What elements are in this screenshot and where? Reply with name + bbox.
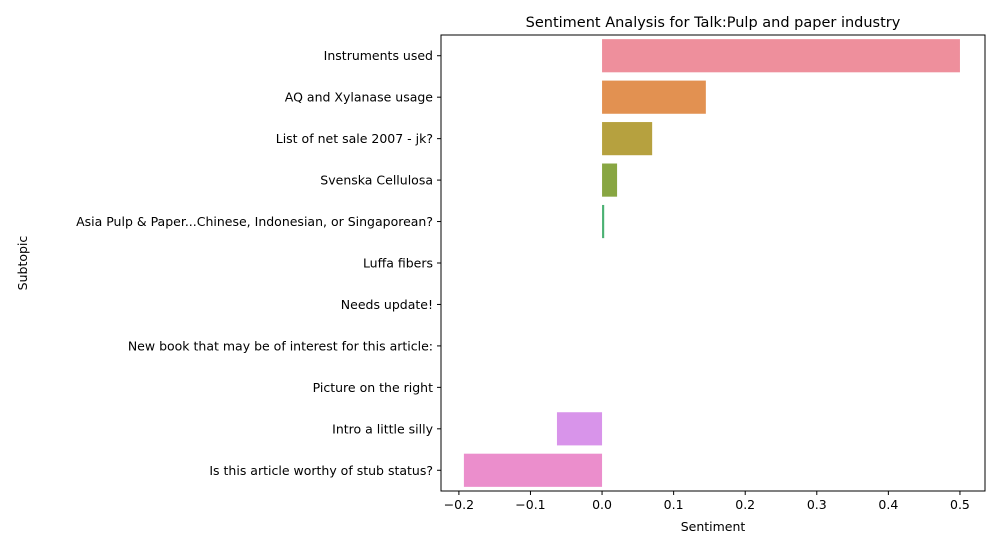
bar [556,412,603,446]
bar [602,163,618,197]
plot-frame [440,34,986,492]
y-tick-label: Svenska Cellulosa [320,173,433,188]
y-tick-label: Luffa fibers [363,256,433,271]
y-tick-label: Instruments used [324,48,433,63]
bar [602,204,605,239]
x-tick-label: 0.3 [807,497,827,512]
x-tick-label: −0.1 [515,497,545,512]
bar [463,453,603,487]
x-tick-label: 0.2 [735,497,755,512]
y-tick-label: Intro a little silly [332,421,433,436]
y-axis-label: Subtopic [15,236,30,291]
y-axis-ticks: Instruments used AQ and Xylanase usage Lis… [76,48,441,478]
y-tick-label: Needs update! [341,297,433,312]
y-tick-label: AQ and Xylanase usage [285,90,434,105]
x-tick-label: −0.2 [444,497,474,512]
y-tick-label: Asia Pulp & Paper...Chinese, Indonesian,… [76,214,433,229]
bar [602,80,706,114]
y-tick-label: Is this article worthy of stub status? [209,463,433,478]
y-tick-label: New book that may be of interest for thi… [128,338,433,353]
chart-title: Sentiment Analysis for Talk:Pulp and pap… [526,15,901,31]
x-axis-label: Sentiment [681,519,746,534]
x-tick-label: 0.0 [592,497,612,512]
x-tick-label: 0.5 [950,497,970,512]
bar [602,39,960,73]
bars-group [463,39,960,487]
x-axis-ticks: −0.2 −0.1 0.0 0.1 0.2 0.3 0.4 0.5 [444,491,970,512]
x-tick-label: 0.1 [664,497,684,512]
y-tick-label: Picture on the right [313,380,433,395]
x-tick-label: 0.4 [878,497,898,512]
y-tick-label: List of net sale 2007 - jk? [276,131,433,146]
bar [602,122,653,156]
